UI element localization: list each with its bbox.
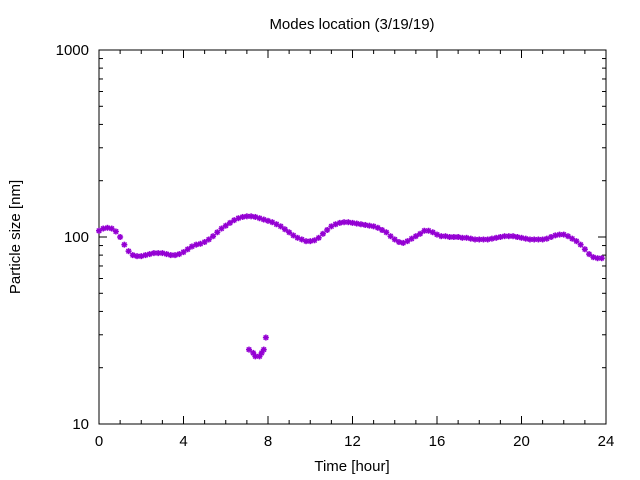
y-tick-label: 100 [64, 229, 89, 246]
data-point [121, 242, 127, 248]
chart-title: Modes location (3/19/19) [269, 16, 434, 33]
data-point [261, 347, 267, 353]
data-point [172, 252, 178, 258]
data-point [586, 251, 592, 257]
data-point [113, 229, 119, 235]
x-tick-label: 0 [95, 433, 103, 450]
y-axis-label: Particle size [nm] [7, 180, 24, 294]
data-point [599, 255, 605, 261]
data-point [109, 226, 115, 232]
y-tick-label: 1000 [56, 42, 89, 59]
data-point [578, 242, 584, 248]
data-point [138, 253, 144, 259]
x-tick-label: 12 [344, 433, 361, 450]
data-point [130, 252, 136, 258]
y-tick-label: 10 [72, 416, 89, 433]
data-point [117, 234, 123, 240]
plot-axes: 0 4 8 12 16 20 24 10 100 1000 [56, 42, 615, 450]
data-points [96, 213, 605, 359]
data-point [590, 254, 596, 260]
x-tick-label: 8 [264, 433, 272, 450]
data-point [142, 252, 148, 258]
data-point [164, 251, 170, 257]
x-axis-label: Time [hour] [314, 458, 389, 475]
data-point [582, 246, 588, 252]
data-point [159, 250, 165, 256]
data-point [417, 231, 423, 237]
data-point [263, 335, 269, 341]
x-tick-label: 4 [179, 433, 187, 450]
x-tick-label: 16 [429, 433, 446, 450]
data-point [282, 226, 288, 232]
data-point [147, 251, 153, 257]
x-tick-label: 24 [598, 433, 615, 450]
chart: Modes location (3/19/19) 0 4 8 12 16 20 24 10 10… [0, 0, 640, 480]
data-point [278, 223, 284, 229]
x-tick-label: 20 [513, 433, 530, 450]
data-point [286, 229, 292, 235]
